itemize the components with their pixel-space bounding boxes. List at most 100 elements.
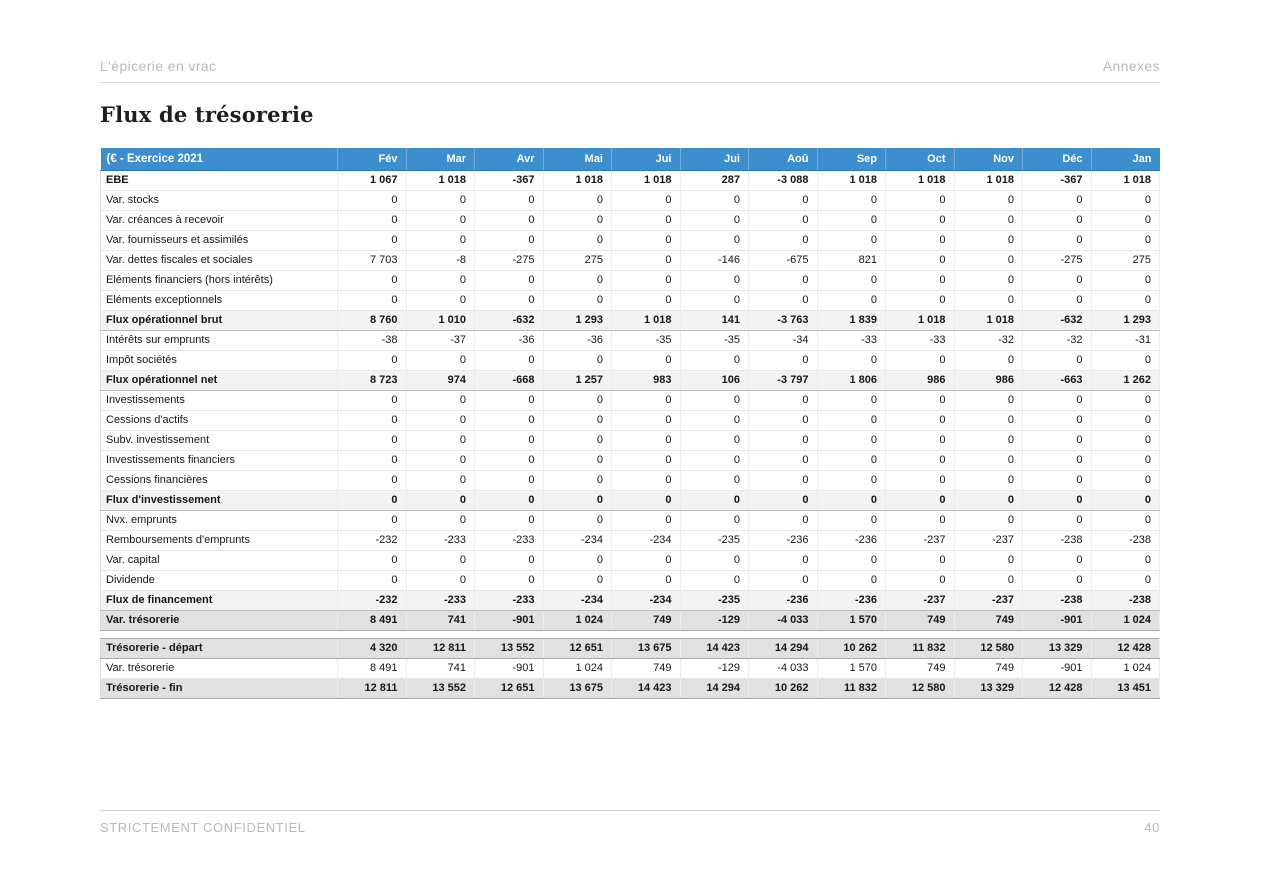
cell-value: 8 491 (337, 658, 406, 679)
cell-value: 0 (1022, 510, 1091, 531)
cell-value: 0 (1090, 230, 1160, 251)
cell-value: -31 (1090, 330, 1160, 351)
cell-value: 0 (1090, 450, 1160, 471)
cell-value: 0 (474, 190, 543, 211)
cell-value: 0 (405, 410, 475, 431)
column-header: Jui (679, 148, 749, 171)
cell-value: 287 (679, 170, 749, 191)
cell-value: 0 (542, 410, 612, 431)
cell-value: 14 294 (748, 637, 817, 659)
cell-value: 0 (611, 489, 680, 511)
cell-value: -237 (885, 530, 954, 551)
row-label: Var. trésorerie (100, 609, 338, 631)
cell-value: -38 (337, 330, 406, 351)
cell-value: 13 675 (542, 677, 612, 699)
cell-value: 0 (405, 510, 475, 531)
cell-value: 0 (816, 570, 886, 591)
cell-value: -235 (679, 530, 749, 551)
column-header: Nov (953, 148, 1023, 171)
cell-value: 0 (816, 210, 886, 231)
cell-value: 0 (474, 570, 543, 591)
cell-value: 13 552 (405, 677, 475, 699)
cell-value: 12 580 (953, 637, 1023, 659)
cell-value: -129 (679, 609, 749, 631)
cell-value: 0 (885, 470, 954, 491)
cell-value: 0 (474, 450, 543, 471)
cell-value: -663 (1022, 369, 1091, 391)
cell-value: 0 (748, 190, 817, 211)
table-row: Investissements financiers 0 0 0 0 0 0 0 0 0 0 0 0 (100, 450, 1160, 471)
cell-value: 0 (885, 489, 954, 511)
cell-value: 0 (337, 550, 406, 571)
cell-value: -33 (885, 330, 954, 351)
cell-value: 0 (542, 390, 612, 411)
cell-value: 0 (953, 510, 1023, 531)
table-row: Remboursements d'emprunts -232 -233 -233 -23… (100, 530, 1160, 551)
cell-value: 0 (474, 510, 543, 531)
cell-value: 1 018 (405, 170, 475, 191)
cell-value: 0 (816, 489, 886, 511)
cell-value: 0 (816, 470, 886, 491)
cell-value: 141 (679, 309, 749, 331)
cell-value: 0 (1022, 230, 1091, 251)
cell-value: 0 (679, 510, 749, 531)
cell-value: 0 (542, 270, 612, 291)
cell-value: 0 (1022, 210, 1091, 231)
cell-value: -233 (474, 530, 543, 551)
cell-value: 0 (1090, 430, 1160, 451)
confidential-label: STRICTEMENT CONFIDENTIEL (100, 820, 306, 835)
cell-value: 0 (1022, 450, 1091, 471)
cell-value: 0 (953, 350, 1023, 371)
table-row: Flux opérationnel net 8 723 974 -668 1 257 98… (100, 369, 1160, 391)
cell-value: 0 (1090, 550, 1160, 571)
cell-value: 0 (748, 210, 817, 231)
column-header: Aoû (748, 148, 817, 171)
cell-value: 0 (1090, 489, 1160, 511)
cell-value: 749 (953, 658, 1023, 679)
spacer-row (100, 630, 1160, 638)
cell-value: 0 (337, 430, 406, 451)
cell-value: 0 (885, 450, 954, 471)
cell-value: 12 428 (1090, 637, 1160, 659)
cell-value: 1 018 (542, 170, 612, 191)
table-corner-label: (€ - Exercice 2021 (100, 148, 338, 171)
cell-value: 0 (1090, 570, 1160, 591)
cell-value: 0 (953, 570, 1023, 591)
cell-value: 0 (885, 510, 954, 531)
cell-value: 0 (474, 350, 543, 371)
cell-value: -36 (542, 330, 612, 351)
row-label: Var. stocks (100, 190, 338, 211)
column-header: Jan (1090, 148, 1160, 171)
cell-value: 0 (611, 550, 680, 571)
cell-value: 0 (679, 410, 749, 431)
cell-value: 10 262 (816, 637, 886, 659)
cell-value: 0 (953, 230, 1023, 251)
table-row: Subv. investissement 0 0 0 0 0 0 0 0 0 0 0 0 (100, 430, 1160, 451)
row-label: EBE (100, 170, 338, 191)
cell-value: 0 (748, 510, 817, 531)
cell-value: 12 580 (885, 677, 954, 699)
cell-value: 0 (542, 450, 612, 471)
cell-value: 0 (474, 210, 543, 231)
cell-value: 0 (1090, 350, 1160, 371)
cell-value: -234 (611, 589, 680, 611)
cell-value: 0 (337, 350, 406, 371)
row-label: Subv. investissement (100, 430, 338, 451)
row-label: Remboursements d'emprunts (100, 530, 338, 551)
cell-value: 974 (405, 369, 475, 391)
table-row: Flux de financement -232 -233 -233 -234 -234-… (100, 589, 1160, 611)
cell-value: -234 (542, 530, 612, 551)
cell-value: -367 (474, 170, 543, 191)
cell-value: 12 428 (1022, 677, 1091, 699)
cell-value: -33 (816, 330, 886, 351)
cell-value: 0 (748, 390, 817, 411)
cell-value: -236 (816, 589, 886, 611)
cell-value: 1 018 (885, 170, 954, 191)
cell-value: 0 (1090, 270, 1160, 291)
row-label: Trésorerie - départ (100, 637, 338, 659)
cell-value: 0 (679, 230, 749, 251)
row-label: Var. capital (100, 550, 338, 571)
cell-value: 0 (611, 510, 680, 531)
column-header: Mai (542, 148, 612, 171)
cell-value: 749 (885, 609, 954, 631)
